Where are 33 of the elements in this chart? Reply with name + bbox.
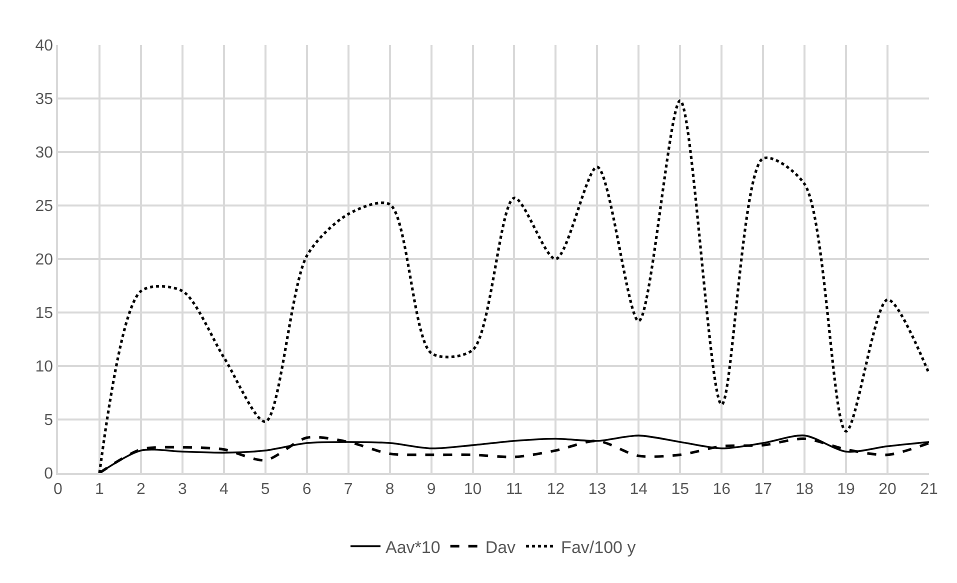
x-tick-label: 16	[712, 480, 731, 498]
x-tick-label: 21	[920, 480, 938, 498]
x-tick-label: 1	[95, 480, 104, 498]
x-tick-label: 2	[136, 480, 146, 498]
y-tick-label: 30	[35, 144, 54, 162]
x-tick-label: 5	[260, 480, 270, 498]
x-tick-label: 3	[178, 480, 187, 498]
y-tick-label: 15	[35, 305, 54, 322]
x-tick-label: 8	[385, 480, 394, 498]
x-tick-label: 7	[344, 480, 353, 498]
y-tick-label: 25	[35, 198, 54, 216]
y-tick-label: 40	[35, 38, 54, 55]
x-tick-label: 10	[464, 480, 482, 498]
y-tick-label: 10	[35, 358, 54, 376]
y-tick-label: 0	[44, 466, 54, 483]
y-tick-label: 5	[44, 412, 54, 430]
x-tick-label: 14	[630, 480, 648, 498]
x-tick-label: 11	[506, 480, 523, 498]
y-tick-label: 35	[35, 91, 54, 108]
y-tick-label: 20	[35, 252, 54, 269]
x-tick-label: 17	[754, 480, 772, 498]
x-tick-label: 18	[796, 480, 814, 498]
x-tick-label: 15	[671, 480, 690, 498]
legend-label: Dav	[485, 538, 516, 557]
x-tick-label: 12	[546, 480, 565, 498]
x-tick-label: 13	[588, 480, 606, 498]
x-tick-label: 6	[302, 480, 312, 498]
x-tick-label: 19	[837, 480, 856, 498]
legend-label: Aav*10	[386, 538, 440, 557]
legend-label: Fav/100 y	[561, 538, 636, 557]
x-tick-label: 4	[219, 480, 228, 498]
x-tick-label: 9	[426, 480, 436, 498]
x-tick-label: 20	[878, 480, 897, 498]
